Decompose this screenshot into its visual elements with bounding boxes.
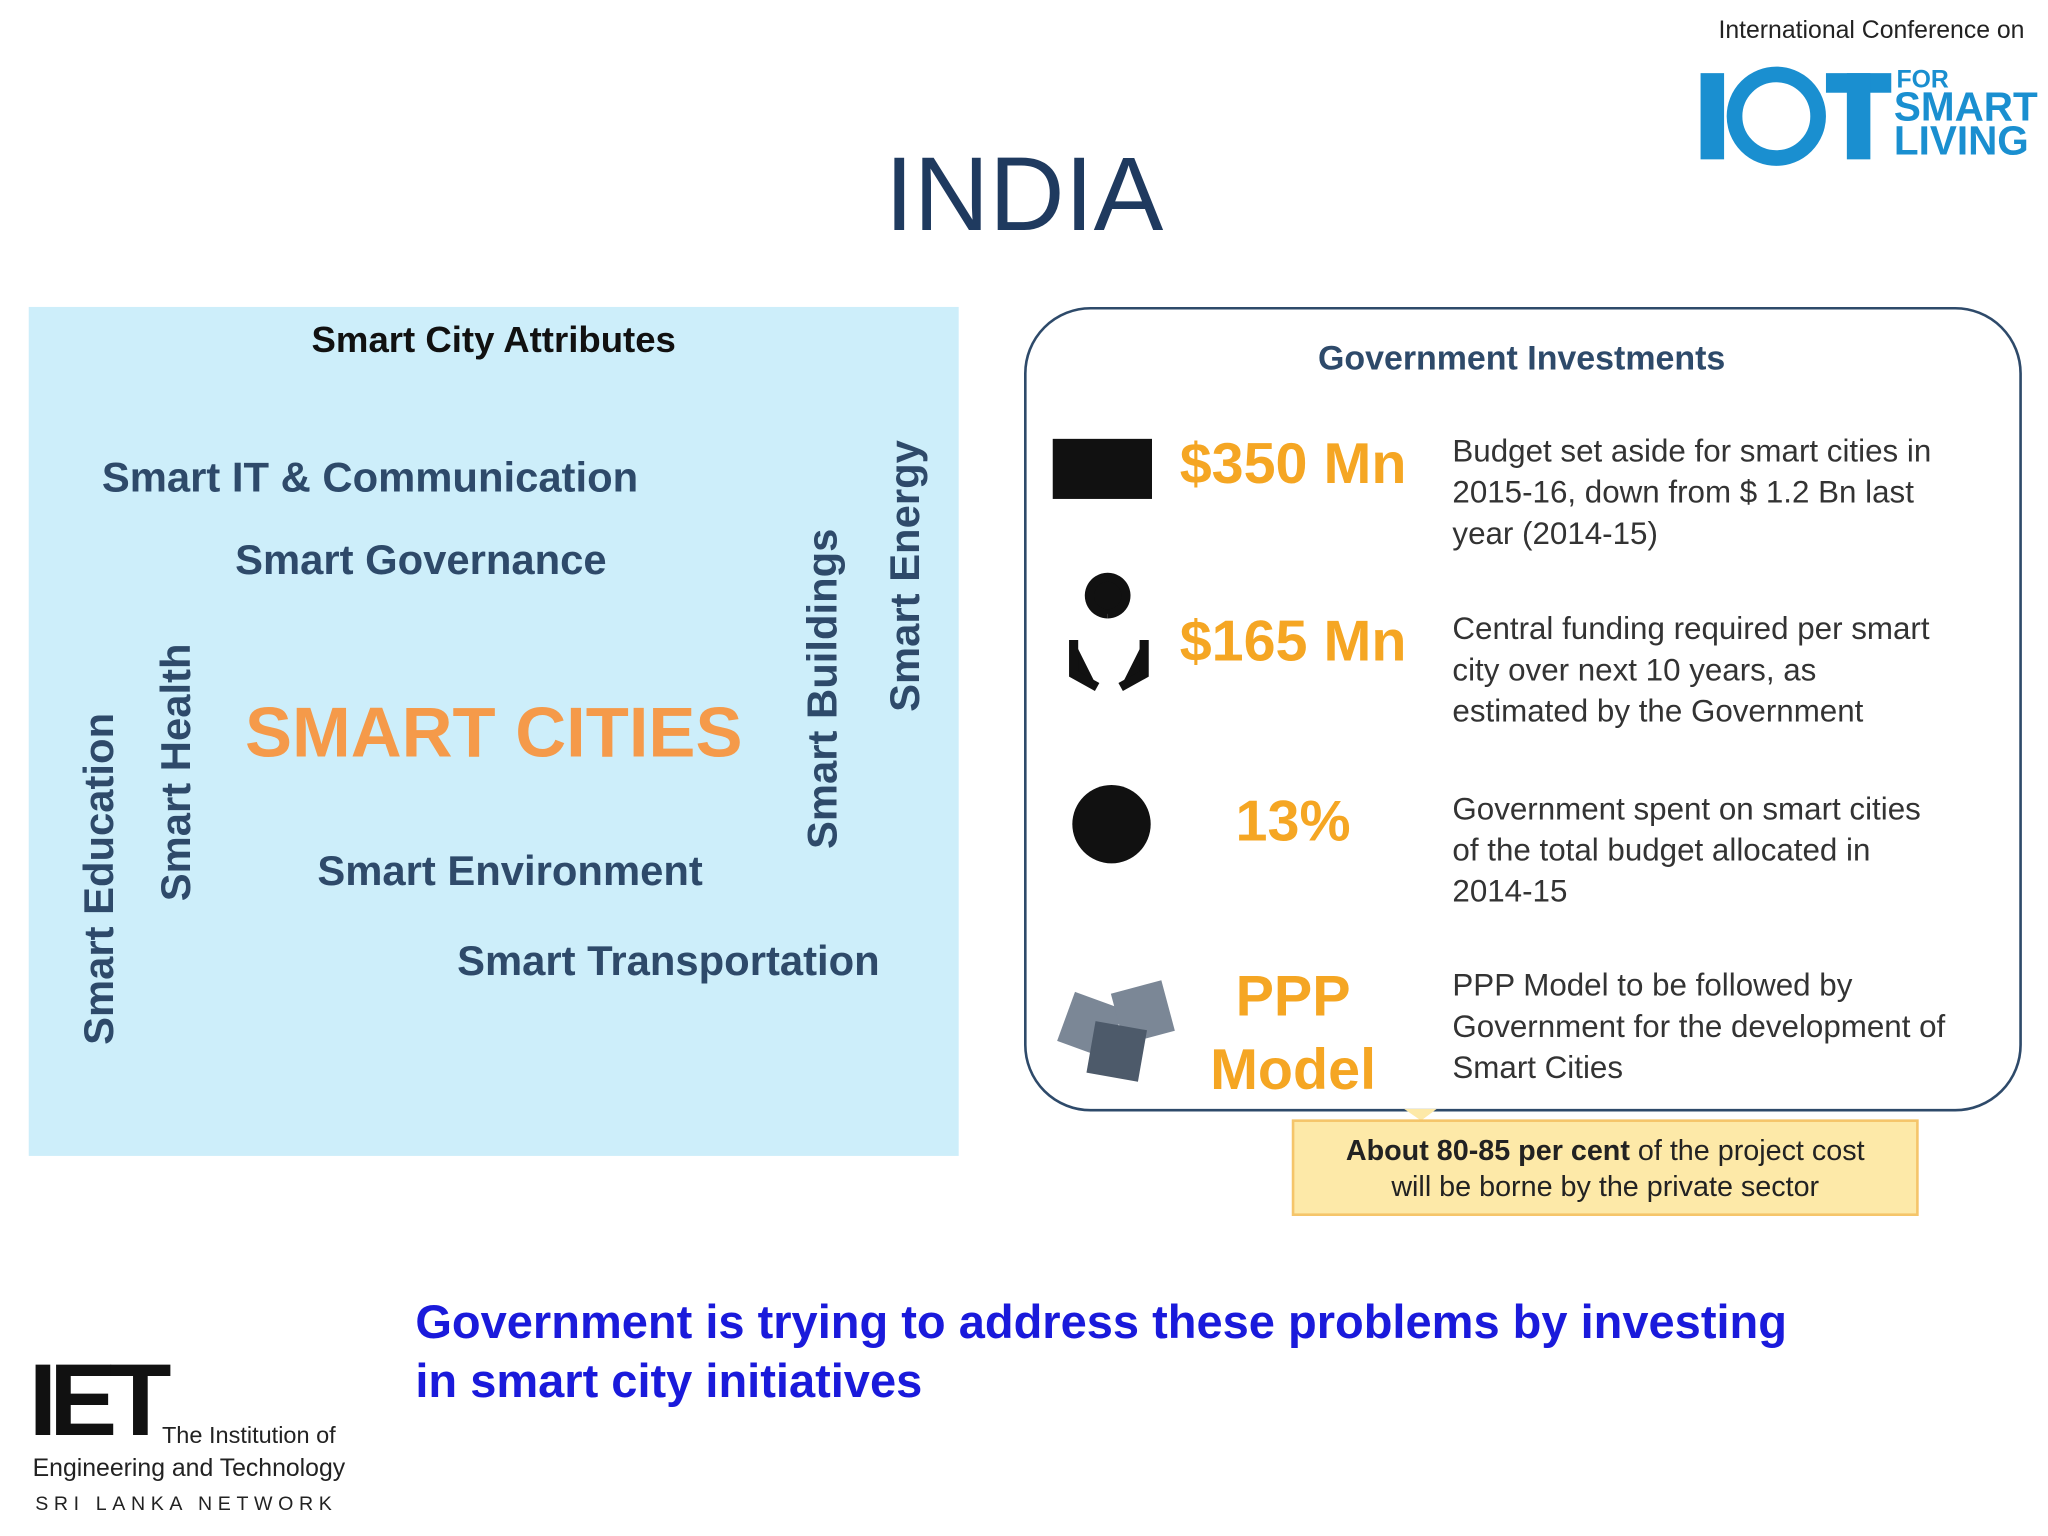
attribute-label: Smart Transportation [457,937,880,984]
investment-amount: 13% [1236,790,1351,854]
spend-icon [1072,784,1151,864]
attribute-label: Smart Governance [235,536,607,583]
investment-description: Budget set aside for smart cities in [1452,434,1931,469]
center-label: SMART CITIES [245,693,743,772]
investment-amount: $350 Mn [1180,432,1407,496]
callout-rest: of the project cost [1630,1135,1865,1167]
attribute-label: Smart Health [152,643,199,901]
logo-text: SMART [1894,83,2038,129]
callout-box [1291,1119,1919,1216]
logo-text: LIVING [1894,117,2029,163]
logo-t-stem [1846,73,1871,160]
iet-text: The Institution of [162,1422,336,1448]
investments-heading: Government Investments [1318,339,1725,377]
callout-bold: About 80-85 per cent [1346,1135,1630,1167]
attribute-label: Smart Education [75,713,122,1045]
conference-label: International Conference on [1718,17,2024,44]
investment-amount: PPP [1236,965,1351,1029]
attributes-heading: Smart City Attributes [312,319,676,360]
investment-description: Smart Cities [1452,1050,1623,1085]
puzzle-icon [1057,980,1175,1082]
footer-text: in smart city initiatives [415,1354,922,1407]
investments-panel [1023,306,2022,1112]
footer-text: Government is trying to address these pr… [415,1295,1787,1348]
attribute-label: Smart Energy [881,439,928,711]
attribute-label: Smart Environment [317,847,702,894]
investment-description: 2015-16, down from $ 1.2 Bn last [1452,475,1914,510]
investment-amount: $165 Mn [1180,609,1407,673]
investment-description: year (2014-15) [1452,516,1657,551]
attribute-label: Smart Buildings [799,529,846,849]
investment-description: 2014-15 [1452,874,1567,909]
attributes-panel [28,306,959,1156]
logo-o [1726,66,1826,166]
investment-description: estimated by the Government [1452,693,1863,728]
callout-pointer [1404,1108,1437,1121]
investment-description: Government for the development of [1452,1009,1945,1044]
callout-text: will be borne by the private sector [1390,1171,1819,1203]
investment-description: Central funding required per smart [1452,611,1929,646]
logo-text: FOR [1896,67,1948,94]
attribute-label: Smart IT & Communication [102,454,638,501]
iet-text: SRI LANKA NETWORK [35,1493,337,1515]
logo-i [1700,73,1725,160]
budget-icon [1052,438,1152,499]
investment-description: city over next 10 years, as [1452,652,1816,687]
callout-text: About 80-85 per cent of the project cost [1346,1135,1865,1167]
iet-text: Engineering and Technology [33,1455,346,1482]
iet-mark: IET [29,1343,172,1457]
iot-logo [1700,66,1892,166]
investment-amount: Model [1210,1038,1376,1102]
investment-description: Government spent on smart cities [1452,791,1920,826]
investment-description: PPP Model to be followed by [1452,968,1852,1003]
funding-icon [1069,572,1149,692]
investment-description: of the total budget allocated in [1452,833,1870,868]
slide-title: INDIA [885,136,1164,253]
